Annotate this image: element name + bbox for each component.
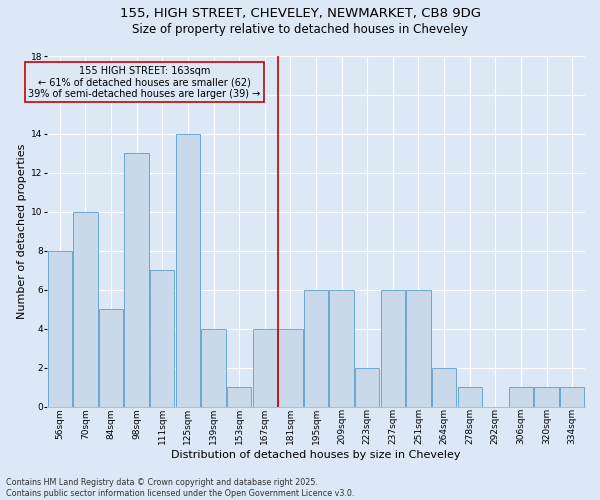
Bar [150,270,175,406]
Text: 155, HIGH STREET, CHEVELEY, NEWMARKET, CB8 9DG: 155, HIGH STREET, CHEVELEY, NEWMARKET, C… [119,8,481,20]
Bar [202,329,226,406]
Bar [329,290,354,406]
Bar [278,329,302,406]
Text: 155 HIGH STREET: 163sqm
← 61% of detached houses are smaller (62)
39% of semi-de: 155 HIGH STREET: 163sqm ← 61% of detache… [28,66,260,99]
Bar [458,387,482,406]
Bar [432,368,456,406]
Text: Size of property relative to detached houses in Cheveley: Size of property relative to detached ho… [132,22,468,36]
Bar [47,251,72,406]
X-axis label: Distribution of detached houses by size in Cheveley: Distribution of detached houses by size … [171,450,461,460]
Text: Contains HM Land Registry data © Crown copyright and database right 2025.
Contai: Contains HM Land Registry data © Crown c… [6,478,355,498]
Bar [406,290,431,406]
Bar [253,329,277,406]
Bar [304,290,328,406]
Bar [227,387,251,406]
Bar [124,154,149,406]
Bar [73,212,98,406]
Bar [535,387,559,406]
Bar [560,387,584,406]
Bar [509,387,533,406]
Bar [355,368,379,406]
Bar [176,134,200,406]
Y-axis label: Number of detached properties: Number of detached properties [17,144,27,319]
Bar [99,310,123,406]
Bar [380,290,405,406]
